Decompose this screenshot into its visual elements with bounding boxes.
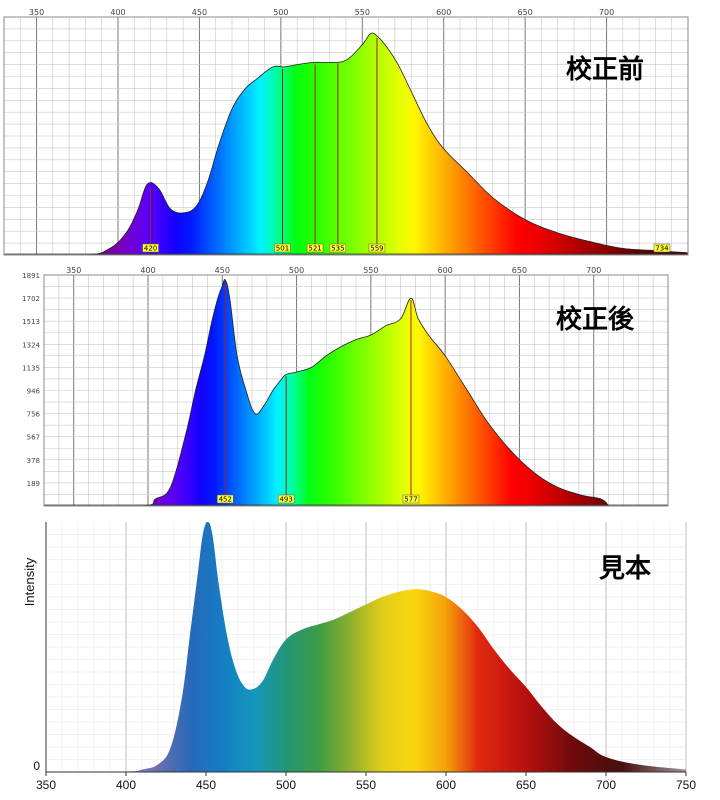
x-tick-label: 700 [596,778,616,792]
peak-label: 577 [404,496,417,504]
y-tick-label: 567 [27,434,40,442]
x-tick-label: 650 [518,8,533,17]
y-tick-label: 378 [27,457,40,465]
x-tick-label: 500 [289,266,304,275]
panel-2: 452 493 577 350 400 450 500 550 600 650 700 189 378 5… [22,266,669,507]
x-tick-label: 650 [516,778,536,792]
x-tick-label: 350 [29,8,44,17]
peak-label-box [274,243,291,253]
x-tick-label: 550 [363,266,378,275]
x-tick-label: 750 [676,778,696,792]
plot-frame [43,274,669,507]
plot-frame [3,16,689,256]
peak-label-box [402,494,420,504]
peak-label-box [277,494,295,504]
peak-label-box [329,243,347,253]
x-tick-label: 500 [276,778,296,792]
panel-1: 420 501 521 535 559 734 350 400 450 500 550 600 650 7… [3,8,689,256]
y-tick-label: 1513 [22,318,40,326]
y-tick-label: 1891 [22,272,40,280]
x-tick-label: 650 [512,266,527,275]
x-tick-label: 350 [36,778,56,792]
peak-label: 521 [308,245,321,253]
x-tick-label: 350 [66,266,81,275]
peak-label-box [368,243,386,253]
y-tick-label: 189 [27,480,40,488]
panel-title: 見本 [599,554,651,584]
x-tick-label: 700 [586,266,601,275]
peak-label: 559 [370,245,383,253]
peak-label-box [653,243,671,253]
peak-label-box [306,243,324,253]
x-tick-label: 600 [436,8,451,17]
x-tick-label: 500 [273,8,288,17]
x-tick-label: 450 [192,8,207,17]
panel-3: 350 400 450 500 550 600 650 700 750 0 Intensity 見本 [22,522,696,792]
x-tick-label: 700 [599,8,614,17]
x-tick-label: 450 [215,266,230,275]
peak-label: 493 [279,496,292,504]
panel-title: 校正前 [566,54,644,85]
x-tick-label: 450 [196,778,216,792]
x-tick-label: 400 [116,778,136,792]
spectrum-area [44,279,610,507]
y-axis-label: Intensity [22,557,37,606]
x-tick-label: 400 [140,266,155,275]
y-tick-label: 946 [27,387,41,395]
x-tick-label: 600 [438,266,453,275]
peak-label: 734 [655,245,669,253]
peak-label-box [142,243,159,253]
peak-label: 452 [219,496,232,504]
peak-label-box [217,494,234,504]
x-tick-label: 400 [110,8,125,17]
x-tick-label: 550 [356,778,376,792]
panel-title: 校正後 [556,304,635,335]
x-tick-label: 550 [355,8,370,17]
spectrum-area [4,32,689,256]
y-tick-label: 1702 [22,295,40,303]
peak-label: 501 [276,245,289,253]
y-tick-label: 1324 [22,341,40,349]
x-tick-label: 600 [436,778,456,792]
peak-label: 420 [144,245,157,253]
peak-label: 535 [331,245,344,253]
y-tick-label: 0 [33,759,40,773]
spectrum-area [46,522,686,772]
y-tick-label: 1135 [22,364,40,372]
y-tick-label: 756 [27,411,41,419]
